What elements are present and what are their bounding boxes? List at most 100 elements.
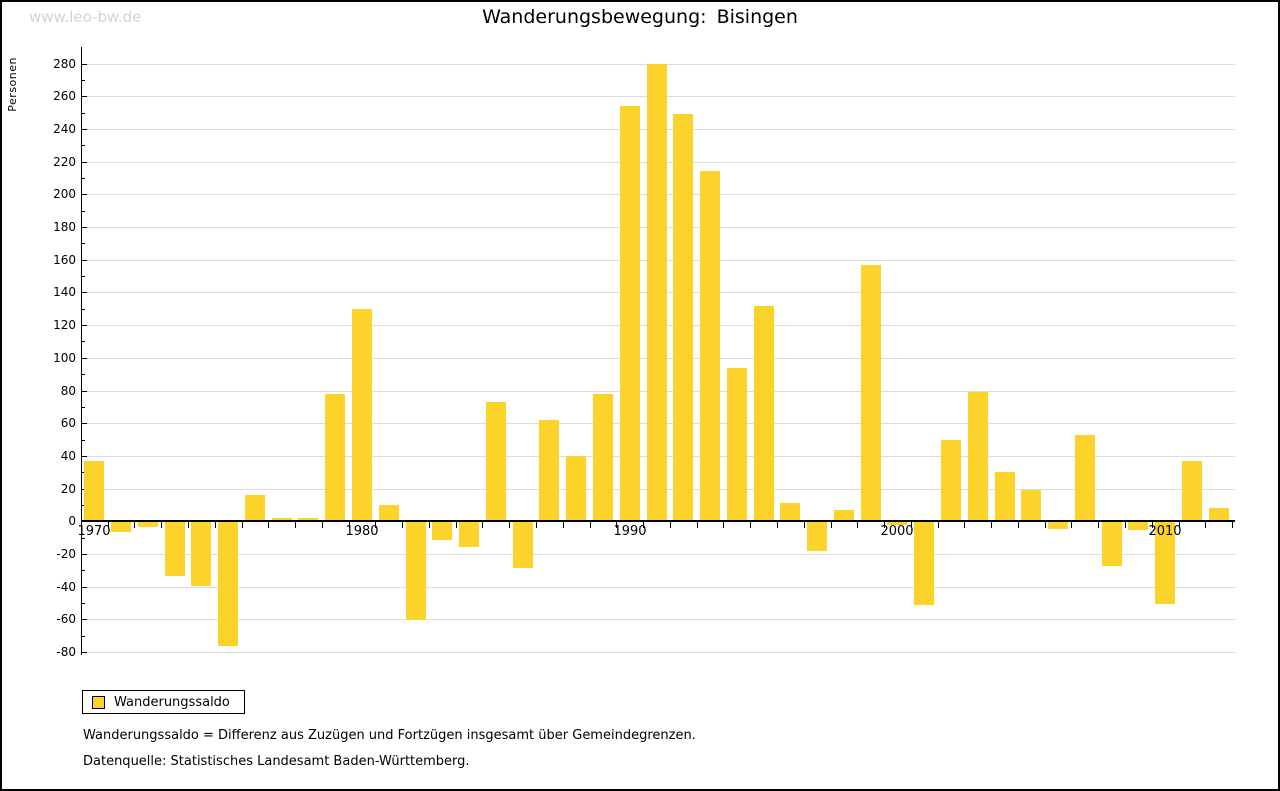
- x-year-tick: [777, 522, 778, 528]
- y-minor-tick: [81, 243, 85, 244]
- x-year-tick: [295, 522, 296, 528]
- x-tick-label: 1980: [345, 524, 379, 539]
- y-tick-label: 120: [53, 318, 76, 332]
- y-tick-label: 220: [53, 155, 76, 169]
- y-major-tick: [81, 227, 87, 228]
- x-year-tick: [1045, 522, 1046, 528]
- y-tick-label: 240: [53, 122, 76, 136]
- y-minor-tick: [81, 178, 85, 179]
- x-year-tick: [884, 522, 885, 528]
- gridline: [81, 554, 1235, 555]
- y-major-tick: [81, 96, 87, 97]
- bar-2002: [941, 440, 961, 522]
- x-year-tick: [1125, 522, 1126, 528]
- y-tick-label: -60: [56, 612, 76, 626]
- y-minor-tick: [81, 570, 85, 571]
- x-year-tick: [723, 522, 724, 528]
- y-major-tick: [81, 194, 87, 195]
- y-major-tick: [81, 64, 87, 65]
- y-tick-label: -80: [56, 645, 76, 659]
- bar-1995: [754, 306, 774, 522]
- x-year-tick: [938, 522, 939, 528]
- x-year-tick: [857, 522, 858, 528]
- y-minor-tick: [81, 309, 85, 310]
- bar-1981: [379, 505, 399, 521]
- y-minor-tick: [81, 505, 85, 506]
- y-minor-tick: [81, 538, 85, 539]
- y-major-tick: [81, 456, 87, 457]
- bar-1978: [298, 518, 318, 521]
- y-major-tick: [81, 391, 87, 392]
- y-tick-label: 180: [53, 220, 76, 234]
- bar-1984: [459, 522, 479, 547]
- x-year-tick: [108, 522, 109, 528]
- y-tick-label: 100: [53, 351, 76, 365]
- x-year-tick: [1071, 522, 1072, 528]
- gridline: [81, 619, 1235, 620]
- bar-1994: [727, 368, 747, 522]
- y-minor-tick: [81, 341, 85, 342]
- y-tick-label: 140: [53, 285, 76, 299]
- x-year-tick: [590, 522, 591, 528]
- bar-1979: [325, 394, 345, 522]
- y-major-tick: [81, 423, 87, 424]
- bar-1971: [111, 522, 131, 532]
- x-year-tick: [964, 522, 965, 528]
- x-year-tick: [268, 522, 269, 528]
- x-year-tick: [804, 522, 805, 528]
- x-tick-label: 1990: [613, 524, 647, 539]
- x-year-tick: [1018, 522, 1019, 528]
- bar-2003: [968, 392, 988, 521]
- y-major-tick: [81, 619, 87, 620]
- bar-2012: [1209, 508, 1229, 521]
- bar-1976: [245, 495, 265, 521]
- y-major-tick: [81, 554, 87, 555]
- legend-box: Wanderungssaldo: [82, 690, 245, 714]
- y-major-tick: [81, 292, 87, 293]
- footnote-source: Datenquelle: Statistisches Landesamt Bad…: [83, 754, 470, 769]
- bar-1983: [432, 522, 452, 540]
- legend-label: Wanderungssaldo: [114, 694, 230, 710]
- bar-2011: [1182, 461, 1202, 521]
- x-year-tick: [911, 522, 912, 528]
- y-minor-tick: [81, 636, 85, 637]
- y-major-tick: [81, 325, 87, 326]
- y-minor-tick: [81, 603, 85, 604]
- y-tick-label: -20: [56, 547, 76, 561]
- y-axis-line: [81, 47, 82, 655]
- y-minor-tick: [81, 374, 85, 375]
- bar-1986: [513, 522, 533, 568]
- x-year-tick: [509, 522, 510, 528]
- x-year-tick: [1152, 522, 1153, 528]
- footnote-definition: Wanderungssaldo = Differenz aus Zuzügen …: [83, 728, 696, 743]
- y-minor-tick: [81, 276, 85, 277]
- y-minor-tick: [81, 472, 85, 473]
- y-tick-label: 20: [60, 482, 76, 496]
- bar-2006: [1048, 522, 1068, 529]
- x-year-tick: [188, 522, 189, 528]
- y-tick-label: 60: [60, 416, 76, 430]
- y-tick-label: 160: [53, 253, 76, 267]
- x-year-tick: [616, 522, 617, 528]
- y-major-tick: [81, 587, 87, 588]
- bar-1997: [807, 522, 827, 551]
- y-major-tick: [81, 358, 87, 359]
- x-year-tick: [215, 522, 216, 528]
- x-year-tick: [750, 522, 751, 528]
- legend-swatch-icon: [92, 695, 105, 709]
- bar-1972: [138, 522, 158, 527]
- gridline: [81, 587, 1235, 588]
- x-tick-label: 1970: [77, 524, 111, 539]
- y-major-tick: [81, 260, 87, 261]
- bar-1975: [218, 522, 238, 646]
- bar-1982: [406, 522, 426, 620]
- bar-1973: [165, 522, 185, 576]
- bar-1991: [647, 64, 667, 522]
- bar-2004: [995, 472, 1015, 521]
- y-minor-tick: [81, 145, 85, 146]
- x-year-tick: [375, 522, 376, 528]
- x-tick-label: 2000: [880, 524, 914, 539]
- bar-1970: [84, 461, 104, 521]
- bar-2000: [887, 522, 907, 525]
